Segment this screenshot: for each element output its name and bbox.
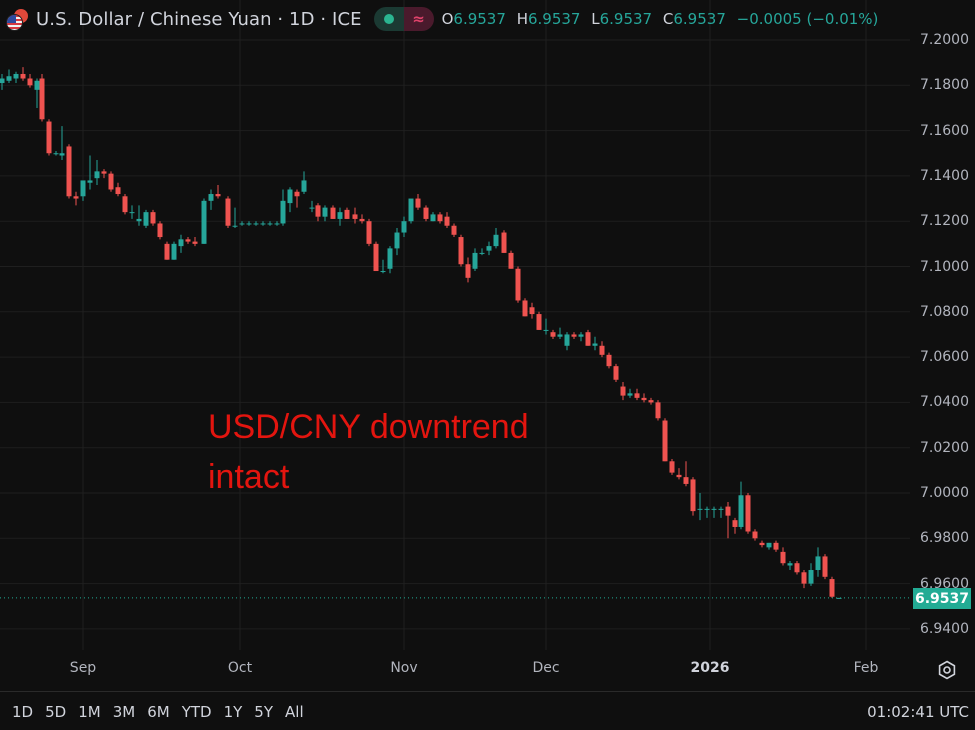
time-axis-label: Feb [853, 660, 879, 676]
time-range-selector: 1D 5D 1M 3M 6M YTD 1Y 5Y All [12, 703, 316, 721]
high-value: 6.9537 [527, 10, 581, 28]
price-axis-label: 7.0200 [920, 439, 969, 456]
range-button-3m[interactable]: 3M [112, 703, 136, 721]
price-axis-label: 7.0000 [920, 485, 969, 501]
chart-annotation: USD/CNY downtrend intact [208, 402, 529, 502]
price-axis-label: 6.9800 [920, 530, 969, 547]
price-axis-label: 7.0400 [920, 394, 969, 411]
price-axis-label: 6.9400 [920, 620, 969, 637]
price-axis-label: 7.1800 [920, 77, 969, 94]
market-status[interactable] [373, 7, 404, 31]
divider [0, 691, 975, 692]
annotation-line-1: USD/CNY downtrend [208, 408, 529, 446]
low-label: L [591, 10, 600, 28]
annotation-line-2: intact [208, 458, 290, 496]
time-axis-label: Sep [69, 660, 97, 676]
range-button-1d[interactable]: 1D [12, 703, 34, 721]
time-axis-label: 2026 [690, 660, 730, 676]
price-axis-label: 7.1600 [920, 122, 969, 139]
time-axis-label: Nov [390, 660, 418, 676]
indicator-icon[interactable]: ≈ [403, 7, 434, 31]
range-button-6m[interactable]: 6M [147, 703, 170, 721]
symbol-title[interactable]: U.S. Dollar / Chinese Yuan · 1D · ICE [36, 8, 362, 30]
time-axis-label: Oct [227, 660, 253, 676]
price-axis-label: 7.0600 [920, 349, 969, 366]
status-pill[interactable]: ≈ [373, 7, 434, 31]
range-button-ytd[interactable]: YTD [181, 703, 212, 721]
candles [0, 67, 842, 599]
candlestick-chart[interactable] [0, 0, 975, 692]
change-value: −0.0005 (−0.01%) [736, 10, 879, 28]
range-button-5y[interactable]: 5Y [254, 703, 274, 721]
utc-clock[interactable]: 01:02:41 UTC [867, 703, 969, 721]
price-axis-label: 6.9600 [920, 575, 969, 592]
chart-header: U.S. Dollar / Chinese Yuan · 1D · ICE ≈ … [0, 0, 900, 38]
range-button-5d[interactable]: 5D [45, 703, 67, 721]
high-label: H [516, 10, 528, 28]
last-price-tag: 6.9537 [913, 588, 971, 609]
range-button-all[interactable]: All [285, 703, 304, 721]
close-value: 6.9537 [673, 10, 726, 28]
us-flag-icon [6, 14, 23, 31]
price-axis-label: 7.2000 [920, 32, 969, 48]
range-button-1m[interactable]: 1M [78, 703, 101, 721]
price-axis-label: 7.0800 [920, 303, 969, 320]
time-axis-label: Dec [532, 660, 560, 676]
currency-pair-flags [4, 6, 30, 32]
low-value: 6.9537 [599, 10, 653, 28]
close-label: C [662, 10, 674, 28]
chart-settings-gear-icon[interactable] [937, 660, 957, 680]
price-axis-label: 7.1400 [920, 167, 969, 184]
price-axis-label: 7.1000 [920, 258, 969, 275]
price-axis-label: 7.1200 [920, 213, 969, 230]
market-open-dot-icon [383, 14, 394, 24]
open-value: 6.9537 [453, 10, 506, 28]
chart-grid [0, 0, 910, 650]
ohlc-values: O6.9537 H6.9537 L6.9537 C6.9537 −0.0005 … [442, 10, 879, 28]
open-label: O [441, 10, 454, 28]
range-button-1y[interactable]: 1Y [223, 703, 243, 721]
